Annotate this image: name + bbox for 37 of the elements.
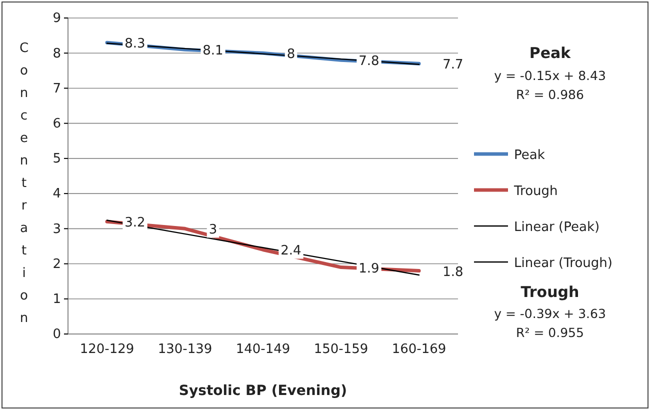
data-label: 8.3 bbox=[124, 36, 146, 52]
legend-label: Linear (Peak) bbox=[514, 220, 600, 235]
legend-label: Linear (Trough) bbox=[514, 256, 612, 271]
y-tick-label: 8 bbox=[52, 46, 61, 62]
x-tick-label: 160-169 bbox=[392, 342, 446, 358]
data-label: 1.8 bbox=[442, 264, 464, 280]
legend-label: Peak bbox=[514, 148, 546, 163]
data-label: 3.2 bbox=[124, 216, 146, 231]
data-label: 3 bbox=[208, 222, 218, 238]
legend-label: Trough bbox=[513, 184, 558, 199]
x-tick-label: 120-129 bbox=[80, 342, 134, 358]
x-tick-label: 140-149 bbox=[236, 342, 290, 358]
y-tick-label: 7 bbox=[52, 81, 61, 96]
data-label: 8 bbox=[286, 47, 296, 62]
data-label: 1.9 bbox=[358, 261, 380, 276]
x-tick-label: 130-139 bbox=[158, 342, 212, 358]
text: Concentration bbox=[19, 41, 29, 326]
data-label: 8.1 bbox=[202, 44, 224, 59]
x-tick-label: 150-159 bbox=[314, 342, 368, 358]
y-tick-label: 9 bbox=[52, 11, 61, 26]
y-tick-label: 3 bbox=[52, 222, 61, 237]
y-tick-label: 6 bbox=[52, 116, 61, 132]
text: Peak bbox=[529, 44, 572, 62]
text: R² = 0.986 bbox=[516, 87, 584, 102]
y-tick-label: 2 bbox=[52, 256, 61, 272]
text: Trough bbox=[520, 283, 580, 301]
text: y = -0.39x + 3.63 bbox=[494, 306, 606, 321]
text: R² = 0.955 bbox=[516, 325, 584, 340]
data-label: 7.8 bbox=[358, 54, 380, 70]
data-label: 7.7 bbox=[442, 58, 464, 73]
y-tick-label: 1 bbox=[52, 292, 61, 308]
y-tick-label: 0 bbox=[52, 327, 61, 342]
y-tick-label: 4 bbox=[52, 186, 61, 202]
text: y = -0.15x + 8.43 bbox=[494, 68, 606, 83]
x-axis-title: Systolic BP (Evening) bbox=[178, 383, 348, 399]
data-label: 2.4 bbox=[280, 244, 302, 259]
y-tick-label: 5 bbox=[52, 152, 61, 167]
